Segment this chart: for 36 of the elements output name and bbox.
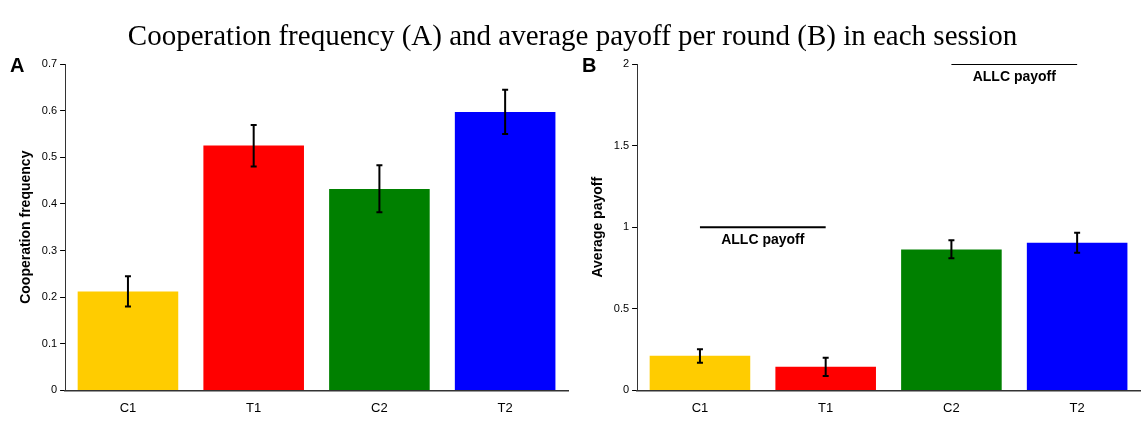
bar (454, 112, 556, 390)
y-tick-label: 1.5 (613, 138, 630, 151)
chart-title: B (582, 54, 597, 77)
x-tick-label: C2 (943, 399, 960, 415)
bar (901, 249, 1002, 390)
x-tick-label: T1 (818, 399, 834, 415)
bar (649, 355, 751, 390)
bar (77, 291, 179, 390)
y-tick-label: 0.5 (613, 301, 630, 314)
y-tick-label: 0.1 (41, 336, 58, 349)
y-tick-label: 0.5 (41, 150, 58, 163)
y-tick-label: 2 (622, 57, 630, 70)
x-tick-label: T2 (497, 399, 513, 415)
x-tick-label: C2 (371, 399, 388, 415)
y-tick-label: 0 (50, 383, 58, 396)
y-tick-label: 1 (622, 220, 630, 233)
y-axis-title: Average payoff (589, 176, 606, 278)
y-tick-label: 0.2 (41, 290, 58, 303)
x-tick-label: T2 (1069, 399, 1085, 415)
bar (329, 188, 430, 390)
x-tick-label: C1 (691, 399, 709, 415)
bar (1026, 242, 1128, 390)
y-tick-label: 0 (622, 383, 630, 396)
series-label: ALLC payoff (721, 231, 805, 248)
x-tick-label: C1 (119, 399, 137, 415)
y-tick-label: 0.6 (41, 103, 58, 116)
chart-title: A (10, 54, 25, 77)
bar (203, 145, 304, 390)
y-axis-title: Cooperation frequency (17, 150, 34, 304)
x-tick-label: T1 (246, 399, 262, 415)
y-tick-label: 0.3 (41, 243, 58, 256)
text: Cooperation frequency (A) and average payoff per round (B) in each session (127, 19, 1018, 52)
y-tick-label: 0.7 (41, 57, 58, 70)
bar (775, 366, 876, 390)
series-label: ALLC payoff (972, 67, 1057, 84)
y-tick-label: 0.4 (41, 196, 58, 209)
